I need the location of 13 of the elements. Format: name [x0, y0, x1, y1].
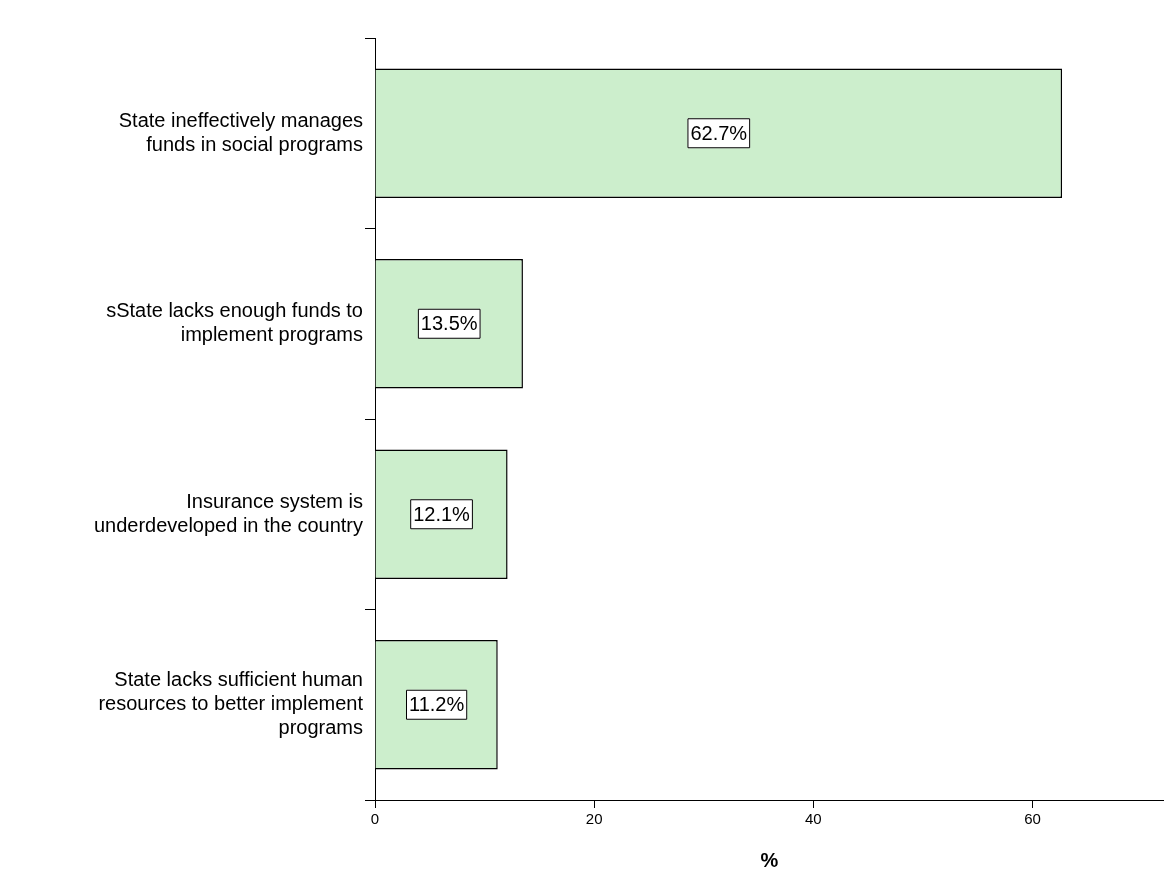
data-label: 12.1%	[413, 502, 471, 525]
data-label: 11.2%	[409, 693, 465, 716]
x-tick-label: 20	[585, 810, 603, 828]
y-tick-label: Insurance system is underdeveloped in the country	[93, 489, 363, 536]
x-axis-title: %	[760, 848, 779, 871]
data-label: 13.5%	[420, 312, 478, 335]
data-label: 62.7%	[690, 121, 748, 144]
y-tick-label: State lacks sufficient human resources to better implement programs	[98, 668, 364, 739]
y-tick-label: sState lacks enough funds to implement programs	[106, 299, 363, 346]
x-tick-label: 60	[1024, 810, 1041, 828]
x-tick-label: 0	[370, 810, 380, 828]
x-tick-label: 40	[804, 810, 822, 828]
y-tick-label: State ineffectively manages funds in social programs	[118, 108, 363, 155]
